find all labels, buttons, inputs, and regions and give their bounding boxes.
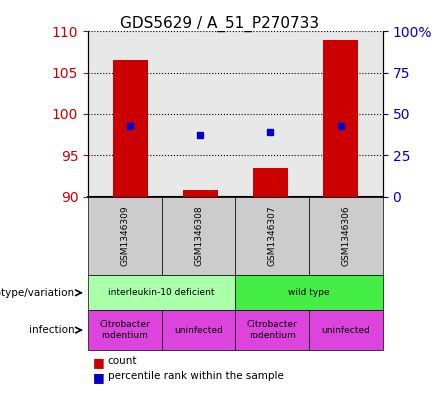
Text: GSM1346309: GSM1346309 [121,206,129,266]
Text: GSM1346308: GSM1346308 [194,206,203,266]
Text: interleukin-10 deficient: interleukin-10 deficient [108,288,215,297]
Text: uninfected: uninfected [174,326,223,334]
Text: count: count [108,356,137,365]
Text: uninfected: uninfected [322,326,370,334]
Text: Citrobacter
rodentium: Citrobacter rodentium [247,320,297,340]
Text: GSM1346307: GSM1346307 [268,206,277,266]
Text: wild type: wild type [288,288,330,297]
Text: infection: infection [29,325,75,335]
Text: GSM1346306: GSM1346306 [341,206,350,266]
Bar [113,60,148,196]
Text: GDS5629 / A_51_P270733: GDS5629 / A_51_P270733 [121,16,319,32]
Text: genotype/variation: genotype/variation [0,288,75,298]
Bar [253,167,288,196]
Bar [183,190,218,196]
Text: Citrobacter
rodentium: Citrobacter rodentium [99,320,150,340]
Text: ■: ■ [92,356,104,369]
Text: ■: ■ [92,371,104,384]
Bar [323,40,358,197]
Text: percentile rank within the sample: percentile rank within the sample [108,371,284,381]
